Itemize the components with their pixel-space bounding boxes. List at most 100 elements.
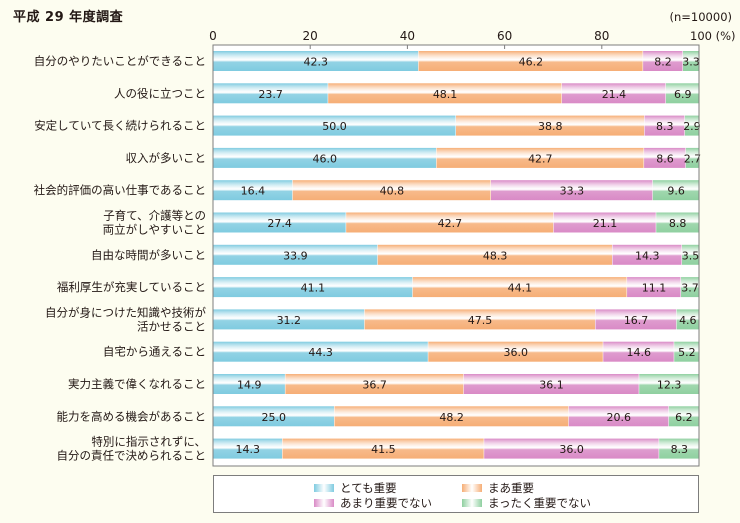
plot-frame xyxy=(212,44,700,467)
category-label: 自由な時間が多いこと xyxy=(91,248,206,262)
bar-row: 14.3 41.5 36.0 8.3 xyxy=(213,438,699,459)
x-axis: 0 20 40 60 80 xyxy=(209,29,700,49)
bar-segment-very-important xyxy=(213,83,328,104)
data-label: 44.1 xyxy=(508,282,533,295)
category-labels: 自分のやりたいことができること人の役に立つこと安定していて長く続けられること収入… xyxy=(34,54,207,463)
bar-segment-very-important xyxy=(213,147,437,168)
bar-row: 42.3 46.2 8.2 3.3 xyxy=(213,51,700,71)
data-label: 27.4 xyxy=(267,217,292,230)
x-tick-label: 20 xyxy=(303,29,318,43)
bar-segment-not-important-at-all xyxy=(681,277,699,298)
bar-segment-very-important xyxy=(213,244,378,265)
category-label: 安定していて長く続けられること xyxy=(34,119,206,133)
legend-label-not-important-at-all: まったく重要でない xyxy=(488,496,592,510)
bar-segment-somewhat-important xyxy=(412,277,627,298)
data-label: 8.8 xyxy=(669,217,687,230)
bar-segment-somewhat-important xyxy=(285,374,464,394)
data-label: 41.1 xyxy=(301,282,326,295)
data-label: 47.5 xyxy=(468,314,493,327)
x-tick-label: 60 xyxy=(497,29,512,43)
bar-row: 27.4 42.7 21.1 8.8 xyxy=(213,212,699,233)
category-label: 福利厚生が充実していること xyxy=(57,280,206,294)
data-label: 33.9 xyxy=(283,249,308,262)
sample-size-note: (n=10000) xyxy=(669,10,732,24)
chart-title: 平成 29 年度調査 xyxy=(13,10,124,25)
data-label: 31.2 xyxy=(277,314,302,327)
data-label: 40.8 xyxy=(380,185,405,198)
bar-segment-somewhat-important xyxy=(328,83,562,104)
category-label: 子育て、介護等との両立がしやすいこと xyxy=(103,209,206,237)
data-label: 25.0 xyxy=(262,411,287,424)
legend-item-very-important: とても重要 xyxy=(314,480,397,496)
bar-segment-not-very-important xyxy=(603,341,674,362)
data-label: 21.1 xyxy=(593,217,618,230)
bar-segment-very-important xyxy=(213,115,456,136)
data-label: 36.7 xyxy=(362,379,387,392)
data-label: 14.6 xyxy=(626,346,651,359)
data-label: 16.4 xyxy=(241,185,266,198)
data-label: 48.3 xyxy=(483,249,508,262)
data-label: 3.3 xyxy=(682,56,700,69)
legend: とても重要 まあ重要 あまり重要でない まったく重要でない xyxy=(213,475,699,513)
bar-segment-not-very-important xyxy=(561,83,666,104)
bar-segment-not-important-at-all xyxy=(656,212,699,233)
bar-segment-not-very-important xyxy=(553,212,656,233)
legend-label-not-very-important: あまり重要でない xyxy=(340,496,432,510)
bar-segment-not-very-important xyxy=(490,180,653,201)
legend-item-somewhat-important: まあ重要 xyxy=(462,480,534,496)
bar-row: 46.0 42.7 8.6 2.7 xyxy=(213,147,701,168)
x-axis-unit-100: 100 xyxy=(690,29,716,43)
legend-swatch-very-important xyxy=(314,484,334,492)
bar-segment-very-important xyxy=(213,180,293,201)
bar-segment-somewhat-important xyxy=(364,309,595,330)
category-label: 実力主義で偉くなれること xyxy=(68,377,206,391)
data-label: 9.6 xyxy=(667,185,685,198)
data-label: 46.2 xyxy=(519,56,544,69)
bar-segment-not-important-at-all xyxy=(652,180,699,201)
data-label: 16.7 xyxy=(624,314,649,327)
data-label: 2.9 xyxy=(683,120,701,133)
bar-segment-not-important-at-all xyxy=(685,147,699,168)
data-label: 14.3 xyxy=(635,249,660,262)
bar-segment-very-important xyxy=(213,212,346,233)
x-tick-label: 0 xyxy=(209,29,217,43)
bar-segment-somewhat-important xyxy=(292,180,491,201)
bar-segment-very-important xyxy=(213,438,282,459)
bar-segment-somewhat-important xyxy=(334,406,569,427)
data-label: 44.3 xyxy=(308,346,333,359)
bars: 42.3 46.2 8.2 3.3 23.7 48.1 21.4 6.9 50.0 38.8 8.3… xyxy=(213,51,701,459)
data-label: 36.0 xyxy=(559,443,584,456)
data-label: 42.3 xyxy=(304,56,329,69)
bar-row: 16.4 40.8 33.3 9.6 xyxy=(213,180,699,201)
data-label: 23.7 xyxy=(258,88,283,101)
bar-segment-not-very-important xyxy=(627,277,681,298)
bar-segment-very-important xyxy=(213,309,365,330)
bar-row: 44.3 36.0 14.6 5.2 xyxy=(213,341,699,362)
bar-segment-not-very-important xyxy=(612,244,682,265)
data-label: 50.0 xyxy=(322,120,347,133)
bar-segment-not-important-at-all xyxy=(682,51,699,71)
legend-label-somewhat-important: まあ重要 xyxy=(488,481,534,495)
bar-segment-very-important xyxy=(213,341,428,362)
data-label: 41.5 xyxy=(371,443,396,456)
legend-swatch-not-important-at-all xyxy=(462,499,482,507)
category-label: 能力を高める機会があること xyxy=(57,409,207,423)
data-label: 3.5 xyxy=(682,249,700,262)
bar-row: 14.9 36.7 36.1 12.3 xyxy=(213,374,699,394)
data-label: 6.2 xyxy=(675,411,693,424)
data-label: 12.3 xyxy=(657,379,682,392)
data-label: 8.2 xyxy=(654,56,672,69)
bar-segment-not-important-at-all xyxy=(684,115,699,136)
data-label: 46.0 xyxy=(313,152,338,165)
data-label: 3.7 xyxy=(681,282,699,295)
bar-segment-somewhat-important xyxy=(346,212,554,233)
data-label: 36.0 xyxy=(504,346,529,359)
category-label: 社会的評価の高い仕事であること xyxy=(34,183,206,197)
bar-segment-somewhat-important xyxy=(282,438,484,459)
bar-segment-somewhat-important xyxy=(418,51,643,71)
bar-segment-not-important-at-all xyxy=(676,309,699,330)
data-label: 48.1 xyxy=(433,88,458,101)
data-label: 14.9 xyxy=(237,379,262,392)
bar-segment-not-very-important xyxy=(463,374,639,394)
bar-row: 25.0 48.2 20.6 6.2 xyxy=(213,406,699,427)
